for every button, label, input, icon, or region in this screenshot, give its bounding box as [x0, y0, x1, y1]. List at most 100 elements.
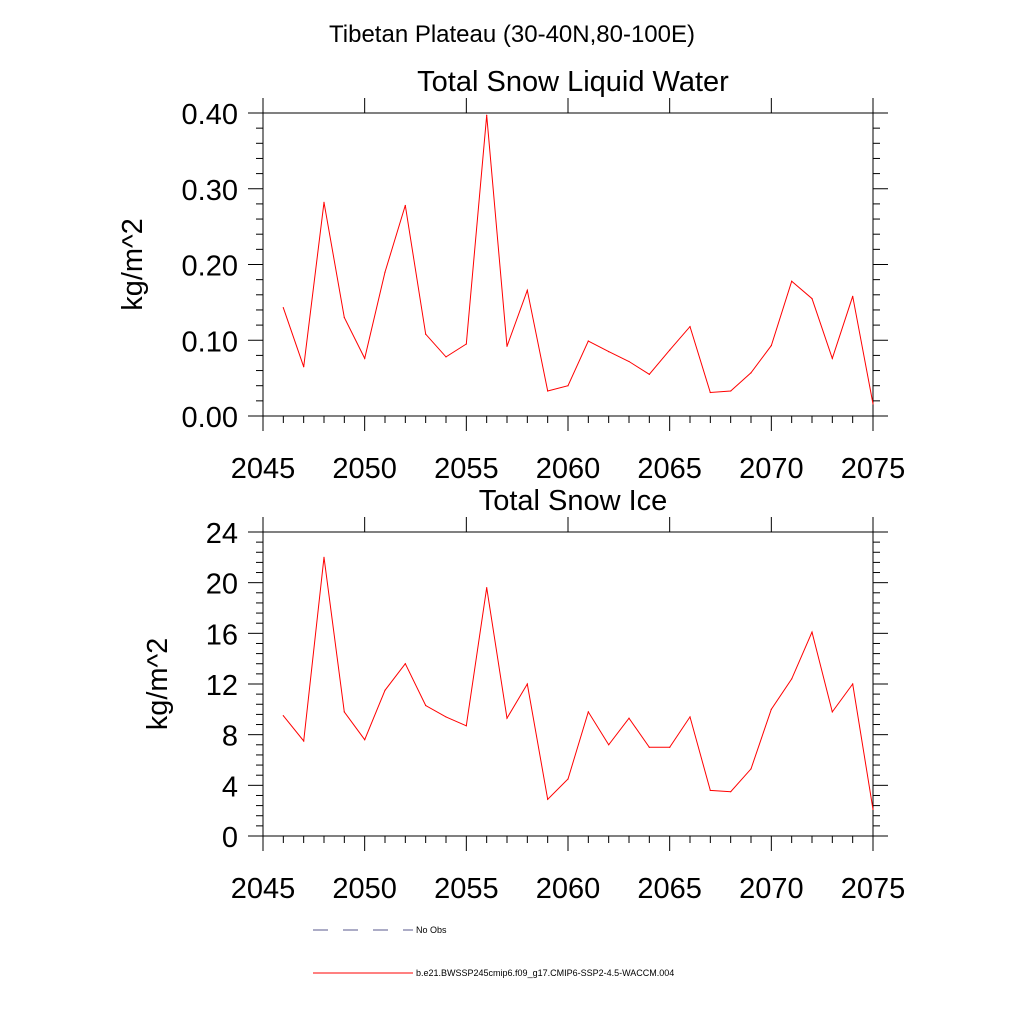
- data-point: [425, 333, 427, 335]
- data-point: [343, 316, 345, 319]
- data-point: [648, 746, 650, 748]
- y-tick-label: 12: [206, 670, 238, 702]
- figure-title: Tibetan Plateau (30-40N,80-100E): [329, 21, 695, 48]
- x-tick-label: 2050: [332, 873, 397, 905]
- data-point: [343, 711, 345, 713]
- data-point: [526, 289, 528, 291]
- data-point: [445, 356, 447, 358]
- x-tick-label: 2070: [739, 453, 804, 485]
- data-point: [323, 556, 325, 558]
- x-tick-label: 2070: [739, 873, 804, 905]
- legend-label-no-obs: No Obs: [416, 925, 447, 935]
- x-tick-label: 2075: [841, 453, 906, 485]
- data-point: [486, 114, 488, 116]
- data-point: [526, 683, 528, 685]
- data-point: [384, 689, 386, 691]
- x-tick-label: 2075: [841, 873, 906, 905]
- legend-label-model: b.e21.BWSSP245cmip6.f09_g17.CMIP6-SSP2-4…: [416, 968, 674, 978]
- plot-frame: [262, 112, 874, 417]
- y-tick-label: 0.20: [182, 251, 238, 283]
- y-tick-label: 0: [222, 822, 238, 854]
- data-point: [567, 385, 569, 387]
- data-point: [669, 746, 671, 748]
- x-tick-label: 2055: [434, 453, 499, 485]
- data-point: [506, 717, 508, 719]
- data-point: [465, 725, 467, 727]
- data-point: [364, 357, 366, 360]
- x-tick-label: 2060: [536, 873, 601, 905]
- x-tick-label: 2065: [637, 873, 702, 905]
- data-point: [831, 357, 833, 360]
- y-axis-label: kg/m^2: [142, 638, 174, 731]
- panel-snow-ice: Total Snow Ice 2045 2050 2055 2060 2065 2070 20…: [142, 485, 905, 905]
- data-point: [465, 343, 467, 345]
- y-tick-label: 20: [206, 569, 238, 601]
- data-point: [445, 716, 447, 718]
- data-point: [872, 808, 874, 811]
- data-point: [608, 351, 610, 353]
- data-point: [567, 778, 569, 780]
- x-tick-label: 2065: [637, 453, 702, 485]
- data-point: [323, 201, 325, 203]
- panel-title: Total Snow Liquid Water: [417, 66, 729, 98]
- y-axis-label: kg/m^2: [117, 218, 149, 311]
- data-point: [791, 678, 793, 680]
- x-tick-label: 2060: [536, 453, 601, 485]
- panel-title: Total Snow Ice: [479, 485, 668, 517]
- data-point: [628, 360, 630, 363]
- y-tick-label: 0.40: [182, 99, 238, 131]
- x-tick-label: 2045: [231, 873, 296, 905]
- data-point: [689, 716, 691, 718]
- series-line: [282, 115, 874, 404]
- data-point: [425, 704, 427, 707]
- x-tick-label: 2045: [231, 453, 296, 485]
- data-point: [872, 403, 874, 405]
- data-point: [709, 391, 711, 394]
- data-point: [384, 271, 386, 273]
- x-tick-label: 2050: [332, 453, 397, 485]
- data-point: [750, 768, 752, 770]
- y-tick-label: 0.10: [182, 326, 238, 358]
- plot-frame: [262, 531, 874, 837]
- data-point: [547, 390, 549, 392]
- data-point: [831, 711, 833, 713]
- data-point: [750, 372, 752, 374]
- data-point: [303, 366, 305, 368]
- legend-item-no-obs: No Obs: [313, 925, 447, 935]
- data-point: [852, 683, 854, 685]
- y-tick-label: 24: [206, 518, 238, 550]
- data-point: [648, 373, 650, 375]
- series-line: [282, 557, 874, 810]
- data-point: [791, 280, 793, 282]
- legend-item-model: b.e21.BWSSP245cmip6.f09_g17.CMIP6-SSP2-4…: [313, 968, 674, 978]
- x-tick-label: 2055: [434, 873, 499, 905]
- data-point: [689, 326, 691, 328]
- data-point: [730, 390, 732, 392]
- data-point: [547, 798, 549, 800]
- panel-snow-liquid-water: Total Snow Liquid Water 2045 2050 2055 2060 2…: [117, 66, 905, 485]
- data-point: [770, 344, 772, 347]
- data-point: [811, 631, 813, 633]
- y-tick-label: 0.30: [182, 175, 238, 207]
- data-point: [770, 708, 772, 710]
- data-point: [282, 307, 284, 309]
- data-point: [506, 345, 508, 347]
- data-point: [811, 297, 813, 300]
- data-point: [628, 717, 630, 719]
- y-tick-label: 16: [206, 619, 238, 651]
- data-point: [486, 587, 488, 589]
- data-point: [404, 204, 406, 207]
- y-tick-label: 4: [222, 771, 238, 803]
- data-point: [852, 295, 854, 297]
- data-point: [730, 791, 732, 793]
- y-tick-label: 0.00: [182, 402, 238, 434]
- data-point: [587, 711, 589, 713]
- y-tick-label: 8: [222, 721, 238, 753]
- data-point: [709, 789, 711, 792]
- data-point: [587, 340, 589, 342]
- data-point: [364, 739, 366, 741]
- data-point: [608, 744, 610, 746]
- data-point: [669, 349, 671, 351]
- data-point: [404, 663, 406, 665]
